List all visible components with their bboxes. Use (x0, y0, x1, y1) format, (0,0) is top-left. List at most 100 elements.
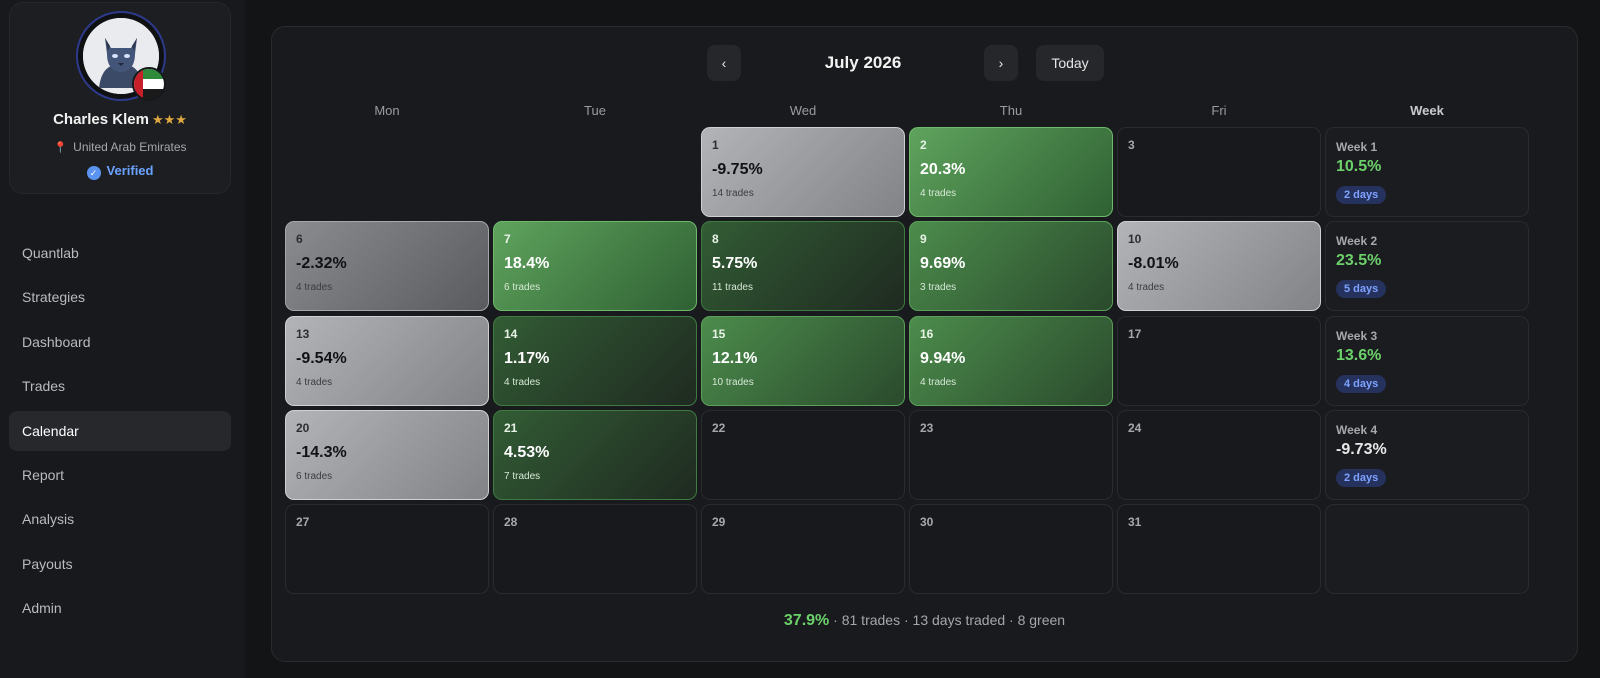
week-label: Week 4 (1336, 423, 1378, 437)
day-pnl-percent: -14.3% (296, 444, 347, 461)
day-cell[interactable]: 20 -14.3% 6 trades (285, 410, 489, 500)
day-trade-count: 6 trades (296, 471, 333, 482)
day-number: 15 (712, 327, 726, 341)
sidebar-item-dashboard[interactable]: Dashboard (22, 333, 91, 350)
day-cell[interactable]: 24 (1117, 410, 1321, 500)
sidebar-item-report[interactable]: Report (22, 466, 65, 483)
profile-card: Charles Klem ★★★ 📍 United Arab Emirates ✓ V… (9, 2, 231, 194)
day-pnl-percent: 20.3% (920, 161, 966, 178)
day-number: 14 (504, 327, 518, 341)
today-button[interactable]: Today (1036, 45, 1104, 81)
week-label: Week 2 (1336, 234, 1378, 248)
day-cell[interactable]: 29 (701, 504, 905, 594)
day-number: 28 (504, 515, 518, 529)
day-pnl-percent: 5.75% (712, 255, 758, 272)
profile-name-row: Charles Klem ★★★ (10, 111, 230, 128)
day-pnl-percent: 9.94% (920, 350, 966, 367)
week-label: Week 3 (1336, 329, 1378, 343)
week-summary-cell[interactable] (1325, 504, 1529, 594)
week-summary-cell[interactable]: Week 4 -9.73% 2 days (1325, 410, 1529, 500)
summary-percent: 37.9% (783, 612, 830, 629)
day-cell[interactable]: 16 9.94% 4 trades (909, 316, 1113, 406)
day-pnl-percent: 9.69% (920, 255, 966, 272)
week-summary-cell[interactable]: Week 3 13.6% 4 days (1325, 316, 1529, 406)
week-pnl-percent: -9.73% (1336, 441, 1387, 458)
day-cell[interactable]: 23 (909, 410, 1113, 500)
day-cell[interactable]: 30 (909, 504, 1113, 594)
day-cell[interactable]: 7 18.4% 6 trades (493, 221, 697, 311)
day-trade-count: 10 trades (712, 377, 754, 388)
day-number: 21 (504, 421, 518, 435)
month-summary: 37.9% · 81 trades · 13 days traded · 8 g… (271, 612, 1578, 630)
sidebar-item-strategies[interactable]: Strategies (22, 289, 86, 306)
day-number: 30 (920, 515, 934, 529)
day-number: 10 (1128, 232, 1142, 246)
day-cell[interactable]: 13 -9.54% 4 trades (285, 316, 489, 406)
day-trade-count: 4 trades (296, 282, 333, 293)
sidebar-item-calendar[interactable]: Calendar (9, 410, 231, 451)
day-cell[interactable]: 10 -8.01% 4 trades (1117, 221, 1321, 311)
day-cell[interactable]: 31 (1117, 504, 1321, 594)
day-number: 17 (1128, 327, 1142, 341)
day-cell[interactable]: 9 9.69% 3 trades (909, 221, 1113, 311)
day-cell[interactable]: 6 -2.32% 4 trades (285, 221, 489, 311)
prev-month-button[interactable]: ‹ (707, 45, 741, 81)
week-days-badge: 2 days (1336, 469, 1387, 487)
week-summary-cell[interactable]: Week 2 23.5% 5 days (1325, 221, 1529, 311)
weekday-label-fri: Fri (1211, 103, 1227, 118)
day-trade-count: 4 trades (920, 377, 957, 388)
day-trade-count: 4 trades (296, 377, 333, 388)
day-cell[interactable]: 3 (1117, 127, 1321, 217)
verified-check-icon: ✓ (86, 166, 101, 180)
day-cell[interactable]: 17 (1117, 316, 1321, 406)
day-trade-count: 14 trades (712, 188, 754, 199)
sidebar-nav: Quantlab Strategies Dashboard Trades Calenda… (9, 233, 231, 633)
uae-flag-icon (132, 67, 166, 101)
weekday-label-wed: Wed (789, 103, 817, 118)
day-number: 23 (920, 421, 934, 435)
sidebar-item-quantlab[interactable]: Quantlab (22, 245, 79, 261)
day-number: 9 (920, 232, 927, 246)
week-label: Week 1 (1336, 140, 1378, 154)
week-summary-cell[interactable]: Week 1 10.5% 2 days (1325, 127, 1529, 217)
day-number: 1 (712, 138, 719, 152)
location-pin-icon: 📍 (53, 142, 68, 154)
weekday-label-mon: Mon (374, 103, 400, 118)
day-cell[interactable]: 28 (493, 504, 697, 594)
day-pnl-percent: 4.53% (504, 444, 550, 461)
week-days-badge: 4 days (1336, 375, 1387, 393)
weekday-label-thu: Thu (999, 103, 1023, 118)
day-cell[interactable]: 27 (285, 504, 489, 594)
day-number: 24 (1128, 421, 1142, 435)
next-month-button[interactable]: › (984, 45, 1018, 81)
day-cell[interactable]: 21 4.53% 7 trades (493, 410, 697, 500)
day-cell[interactable]: 2 20.3% 4 trades (909, 127, 1113, 217)
day-cell[interactable]: 14 1.17% 4 trades (493, 316, 697, 406)
sidebar-item-admin[interactable]: Admin (22, 600, 62, 617)
day-pnl-percent: 12.1% (712, 350, 758, 367)
day-pnl-percent: -9.75% (712, 161, 763, 178)
day-trade-count: 6 trades (504, 282, 541, 293)
day-pnl-percent: -9.54% (296, 350, 347, 367)
summary-details: · 81 trades · 13 days traded · 8 green (829, 612, 1066, 628)
week-days-badge: 5 days (1336, 280, 1387, 298)
day-cell[interactable]: 15 12.1% 10 trades (701, 316, 905, 406)
week-pnl-percent: 10.5% (1336, 158, 1382, 175)
day-number: 27 (296, 515, 310, 529)
month-title: July 2026 (824, 53, 902, 72)
sidebar-item-analysis[interactable]: Analysis (22, 511, 75, 528)
sidebar-item-payouts[interactable]: Payouts (22, 555, 73, 572)
weekday-label-tue: Tue (584, 103, 606, 118)
day-cell[interactable]: 1 -9.75% 14 trades (701, 127, 905, 217)
week-pnl-percent: 23.5% (1336, 252, 1382, 269)
day-cell[interactable]: 22 (701, 410, 905, 500)
day-number: 22 (712, 421, 726, 435)
day-pnl-percent: -8.01% (1128, 255, 1179, 272)
day-trade-count: 3 trades (920, 282, 957, 293)
verified-badge: ✓ Verified (10, 163, 230, 180)
day-number: 20 (296, 421, 310, 435)
day-cell[interactable]: 8 5.75% 11 trades (701, 221, 905, 311)
sidebar-item-trades[interactable]: Trades (22, 378, 66, 395)
day-trade-count: 4 trades (920, 188, 957, 199)
day-number: 6 (296, 232, 303, 246)
